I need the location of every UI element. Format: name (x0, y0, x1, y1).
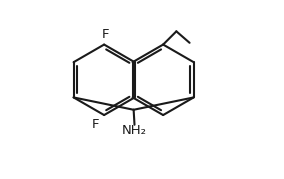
Text: F: F (91, 118, 99, 131)
Text: F: F (102, 28, 110, 41)
Text: NH₂: NH₂ (122, 124, 147, 137)
